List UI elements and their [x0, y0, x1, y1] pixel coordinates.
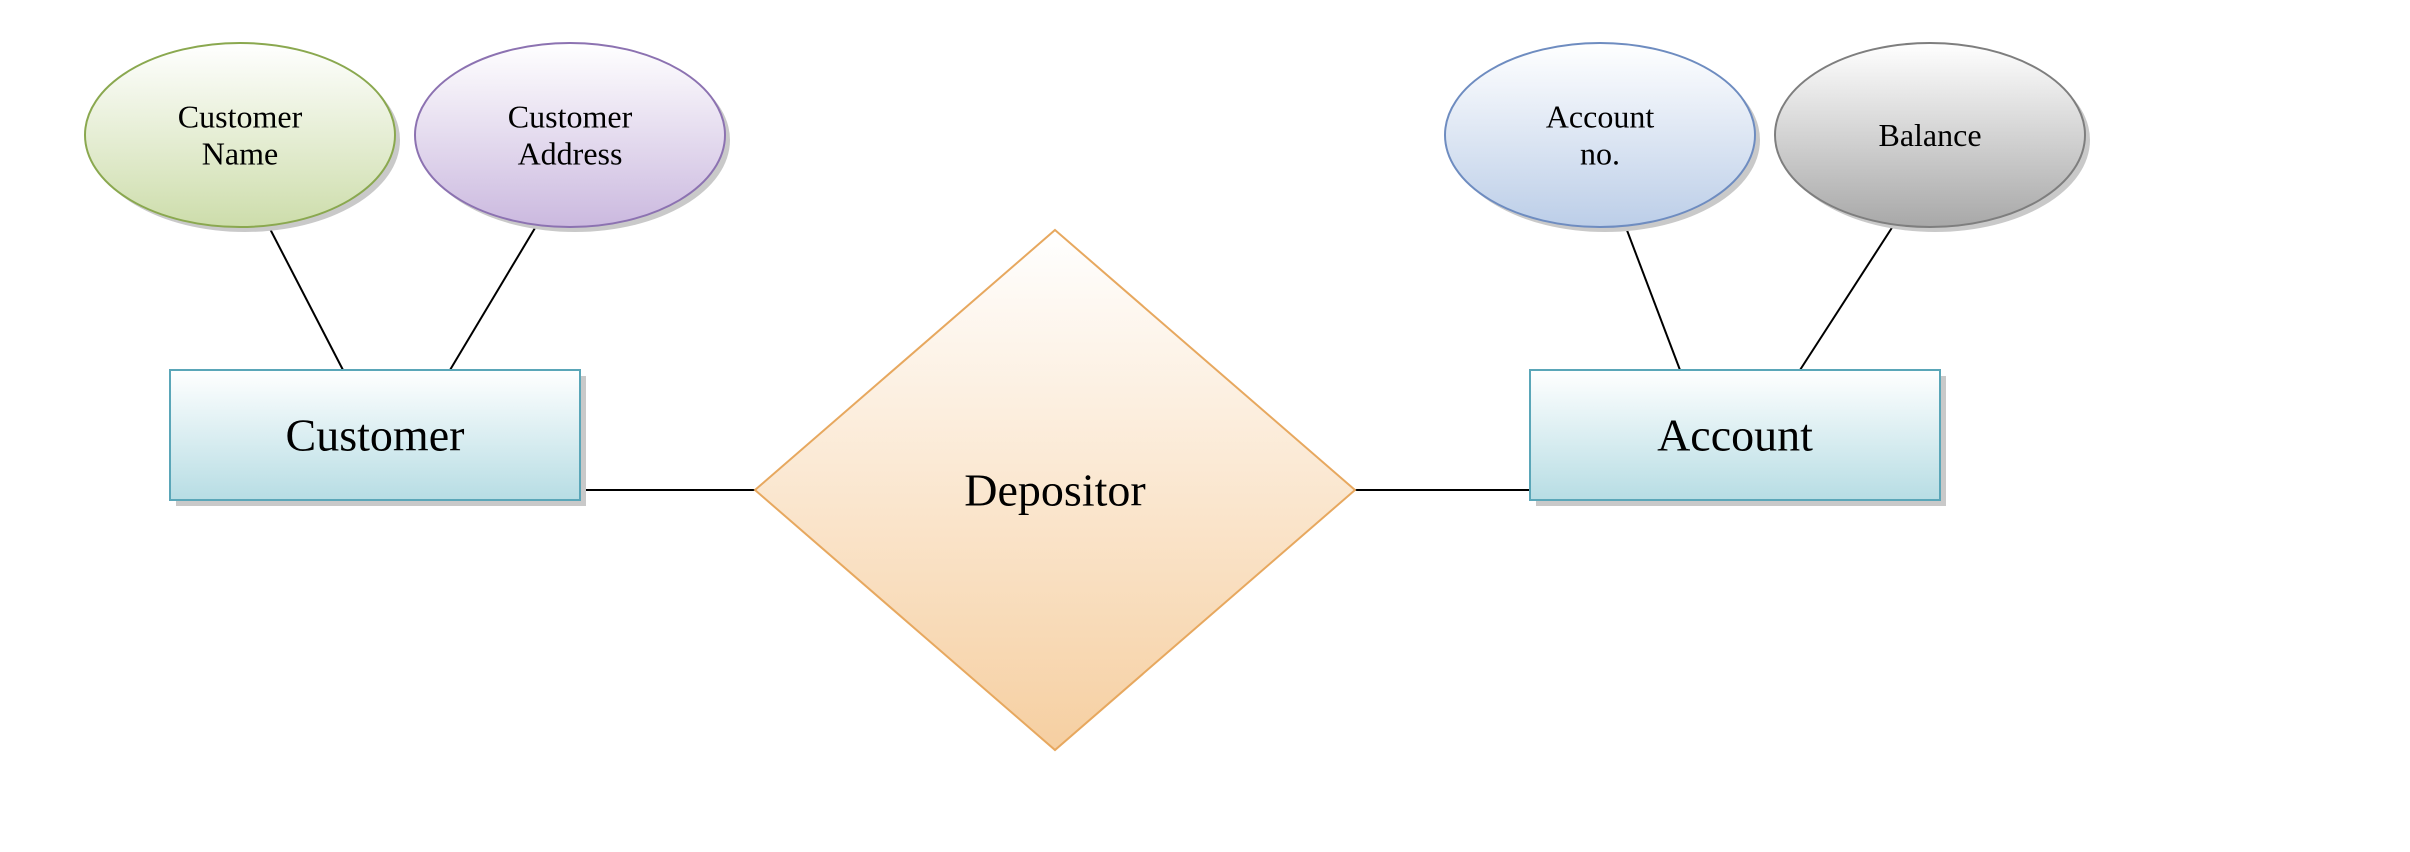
relationship-depositor-label: Depositor — [964, 465, 1145, 516]
connector-customer-name — [268, 225, 343, 370]
entity-customer-label: Customer — [286, 410, 465, 461]
entity-account-label: Account — [1657, 410, 1813, 461]
er-diagram: CustomerAccountDepositorCustomerNameCust… — [0, 0, 2410, 852]
attribute-customer-address-label: CustomerAddress — [508, 99, 633, 172]
connector-balance — [1800, 223, 1895, 370]
connector-customer-address — [450, 223, 538, 370]
connector-account-no — [1625, 225, 1680, 370]
attribute-balance-label: Balance — [1878, 117, 1981, 153]
